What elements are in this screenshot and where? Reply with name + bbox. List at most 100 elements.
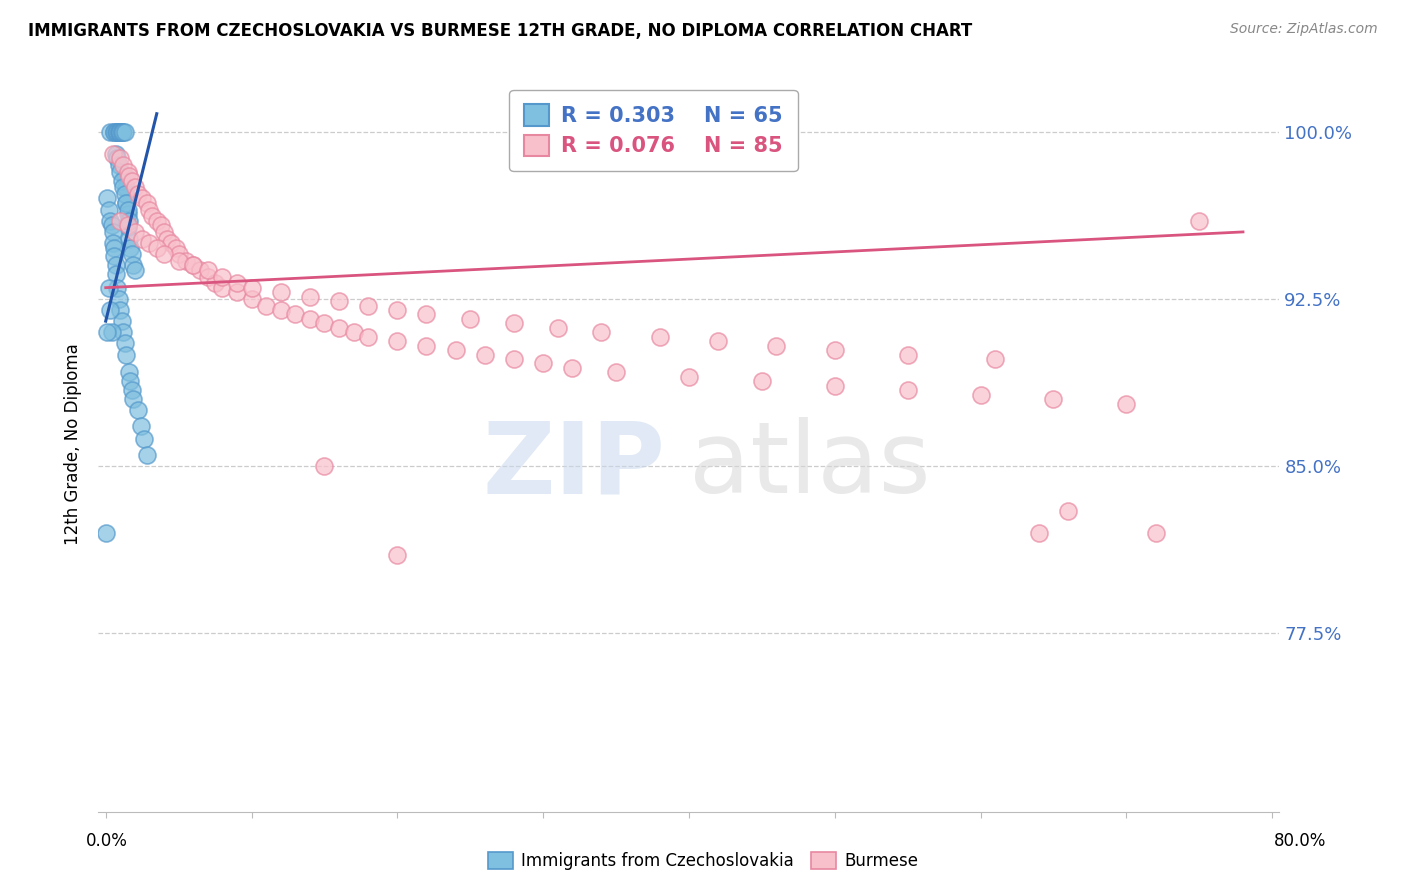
Point xyxy=(357,298,380,313)
Point xyxy=(105,124,128,138)
Point xyxy=(211,280,233,294)
Point xyxy=(103,124,125,138)
Point xyxy=(101,147,124,161)
Point xyxy=(240,280,263,294)
Point xyxy=(115,347,138,362)
Y-axis label: 12th Grade, No Diploma: 12th Grade, No Diploma xyxy=(65,343,83,545)
Point xyxy=(284,307,307,321)
Point xyxy=(104,267,127,281)
Point xyxy=(765,338,787,352)
Point xyxy=(121,247,143,261)
Point xyxy=(190,263,212,277)
Point xyxy=(124,225,146,239)
Point xyxy=(197,269,219,284)
Point xyxy=(897,347,920,362)
Point xyxy=(111,173,134,187)
Point xyxy=(124,180,146,194)
Point xyxy=(103,250,125,264)
Point xyxy=(98,214,121,228)
Point xyxy=(211,269,233,284)
Point xyxy=(254,298,277,313)
Text: 0.0%: 0.0% xyxy=(86,831,128,849)
Point xyxy=(328,293,350,308)
Point xyxy=(298,289,321,303)
Point xyxy=(131,192,153,206)
Point xyxy=(444,343,467,357)
Point xyxy=(100,325,122,339)
Point xyxy=(138,235,160,250)
Point xyxy=(984,351,1007,366)
Legend: R = 0.303    N = 65, R = 0.076    N = 85: R = 0.303 N = 65, R = 0.076 N = 85 xyxy=(509,90,797,171)
Point xyxy=(1028,526,1050,541)
Point xyxy=(174,254,197,268)
Point xyxy=(135,448,157,462)
Point xyxy=(458,311,481,326)
Point xyxy=(108,292,131,306)
Point xyxy=(270,303,292,318)
Point xyxy=(115,180,138,194)
Legend: Immigrants from Czechoslovakia, Burmese: Immigrants from Czechoslovakia, Burmese xyxy=(481,845,925,877)
Point xyxy=(145,214,167,228)
Point xyxy=(387,334,409,348)
Point xyxy=(117,207,139,221)
Text: atlas: atlas xyxy=(689,417,931,515)
Text: Source: ZipAtlas.com: Source: ZipAtlas.com xyxy=(1230,22,1378,37)
Point xyxy=(387,303,409,318)
Point xyxy=(1042,392,1064,407)
Point xyxy=(547,320,569,334)
Text: IMMIGRANTS FROM CZECHOSLOVAKIA VS BURMESE 12TH GRADE, NO DIPLOMA CORRELATION CHA: IMMIGRANTS FROM CZECHOSLOVAKIA VS BURMES… xyxy=(28,22,973,40)
Point xyxy=(167,247,190,261)
Point xyxy=(98,124,121,138)
Point xyxy=(117,164,139,178)
Point xyxy=(96,192,118,206)
Point xyxy=(105,152,128,166)
Point xyxy=(111,124,134,138)
Point xyxy=(342,325,364,339)
Point xyxy=(104,124,127,138)
Point xyxy=(117,219,139,233)
Point xyxy=(605,365,627,379)
Point xyxy=(127,187,149,202)
Point xyxy=(114,336,136,351)
Point xyxy=(112,124,135,138)
Point xyxy=(357,330,380,344)
Point xyxy=(160,235,183,250)
Point xyxy=(112,325,135,339)
Point xyxy=(108,124,131,138)
Point xyxy=(118,214,141,228)
Point xyxy=(108,158,131,172)
Point xyxy=(97,280,120,294)
Point xyxy=(100,219,122,233)
Point xyxy=(114,169,136,183)
Point xyxy=(101,225,124,239)
Point xyxy=(1188,214,1211,228)
Point xyxy=(181,259,204,273)
Point xyxy=(122,259,145,273)
Point xyxy=(150,219,173,233)
Point xyxy=(110,124,132,138)
Point xyxy=(110,214,132,228)
Point xyxy=(415,307,437,321)
Point xyxy=(751,374,773,388)
Point xyxy=(503,316,526,330)
Point xyxy=(387,548,409,563)
Point xyxy=(314,459,336,474)
Point xyxy=(110,124,132,138)
Point xyxy=(118,365,141,379)
Point xyxy=(114,187,136,202)
Point xyxy=(110,124,132,138)
Point xyxy=(561,361,583,376)
Point xyxy=(270,285,292,299)
Point xyxy=(415,338,437,352)
Point xyxy=(648,330,671,344)
Point xyxy=(153,225,176,239)
Point xyxy=(298,311,321,326)
Point xyxy=(328,320,350,334)
Point xyxy=(110,164,132,178)
Point xyxy=(226,285,249,299)
Point xyxy=(141,210,163,224)
Point xyxy=(112,158,135,172)
Point xyxy=(115,196,138,211)
Point xyxy=(969,387,991,401)
Point xyxy=(707,334,730,348)
